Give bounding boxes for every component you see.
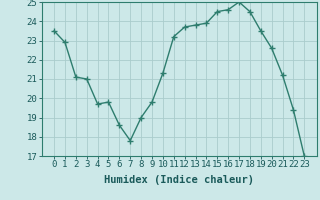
X-axis label: Humidex (Indice chaleur): Humidex (Indice chaleur) bbox=[104, 175, 254, 185]
